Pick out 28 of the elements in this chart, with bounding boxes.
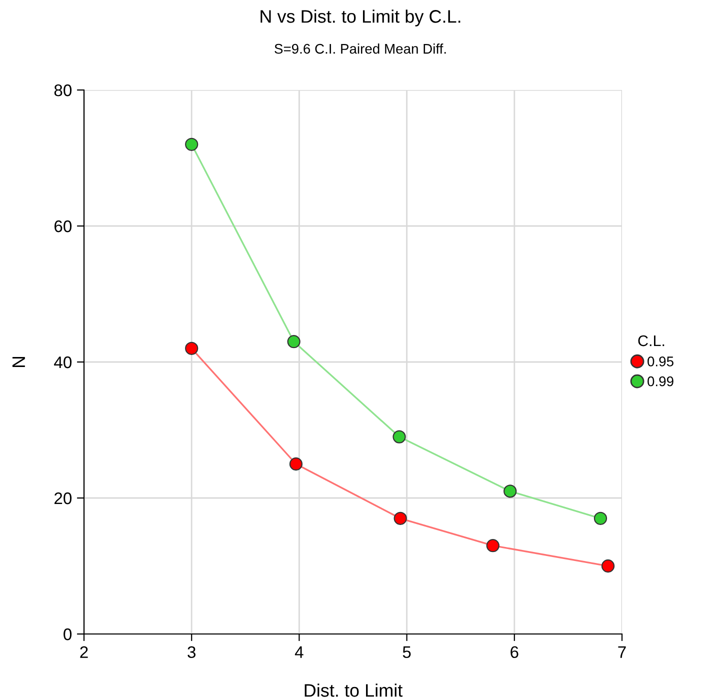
point xyxy=(504,484,517,498)
y-tick-label: 60 xyxy=(54,220,72,232)
legend-title: C.L. xyxy=(638,335,664,346)
point xyxy=(594,512,608,525)
point xyxy=(601,559,615,573)
point xyxy=(289,457,303,471)
x-tick-label: 2 xyxy=(80,646,88,658)
point xyxy=(486,539,500,552)
x-tick-label: 3 xyxy=(188,646,196,658)
y-axis-title: N xyxy=(12,356,25,368)
x-axis-title: Dist. to Limit xyxy=(304,684,403,697)
point xyxy=(185,342,198,355)
legend-label: 0.95 xyxy=(648,356,674,366)
chart-title: N vs Dist. to Limit by C.L. xyxy=(260,10,460,26)
x-tick-label: 6 xyxy=(510,646,518,658)
point xyxy=(394,512,407,525)
y-tick-label: 80 xyxy=(54,84,72,96)
point xyxy=(392,430,406,444)
x-tick-label: 5 xyxy=(402,646,411,658)
point xyxy=(185,138,198,151)
point xyxy=(287,335,300,348)
legend-label: 0.99 xyxy=(648,376,674,386)
y-tick-label: 0 xyxy=(64,628,72,640)
y-tick-label: 40 xyxy=(54,356,72,368)
y-tick-label: 20 xyxy=(54,492,72,504)
x-tick-label: 7 xyxy=(618,646,626,658)
chart-subtitle: S=9.6 C.I. Paired Mean Diff. xyxy=(274,44,446,54)
x-tick-label: 4 xyxy=(294,646,304,658)
